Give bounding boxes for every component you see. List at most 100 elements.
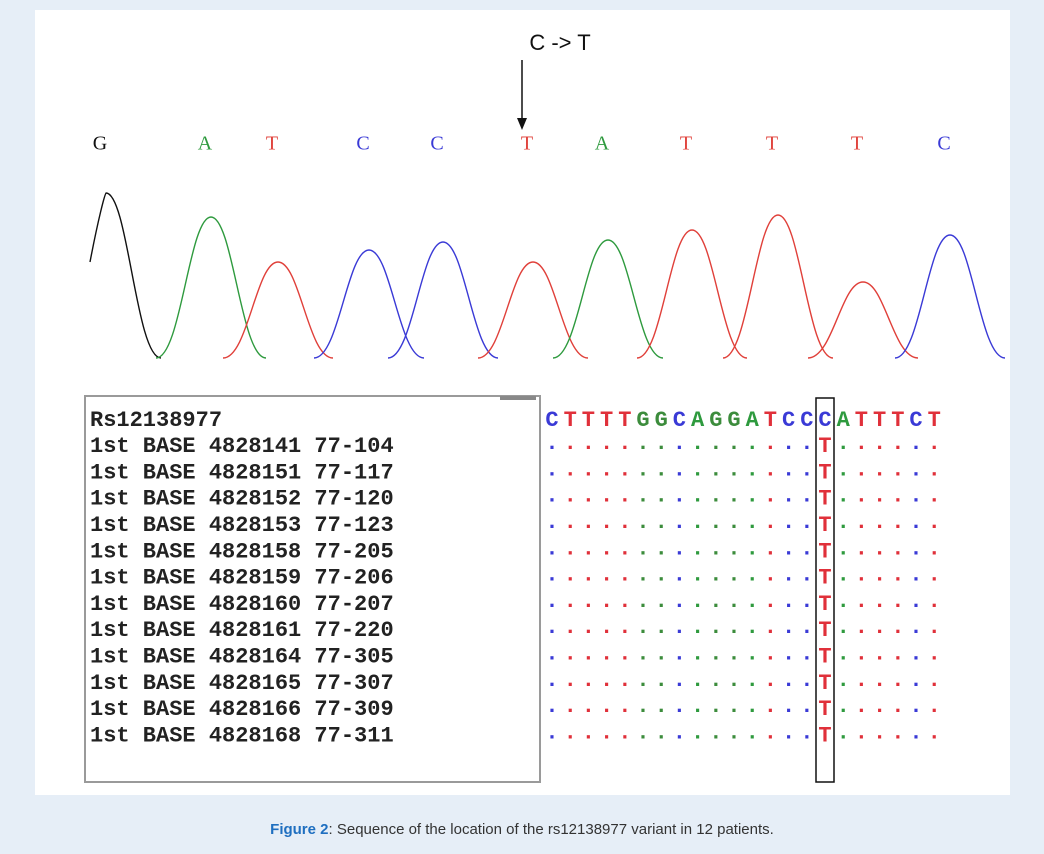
alignment-base: . xyxy=(600,694,613,719)
alignment-base: . xyxy=(855,431,868,456)
alignment-base: . xyxy=(891,694,904,719)
alignment-base: T xyxy=(818,645,831,670)
annotation: C -> T xyxy=(529,30,590,55)
alignment-base: . xyxy=(582,457,595,482)
alignment-base: . xyxy=(564,589,577,614)
alignment-base: . xyxy=(837,431,850,456)
alignment-base: . xyxy=(600,642,613,667)
alignment-base: . xyxy=(709,615,722,640)
alignment-base: . xyxy=(545,563,558,588)
alignment-base: . xyxy=(636,694,649,719)
alignment-base: . xyxy=(855,615,868,640)
base-call: G xyxy=(93,133,107,155)
alignment-base: . xyxy=(600,615,613,640)
alignment-base: . xyxy=(800,563,813,588)
alignment-base: . xyxy=(891,589,904,614)
alignment-base: . xyxy=(727,694,740,719)
row-label: 1st BASE 4828160 77-207 xyxy=(90,592,394,617)
alignment-base: . xyxy=(691,431,704,456)
alignment-base: . xyxy=(782,668,795,693)
alignment-base: T xyxy=(818,592,831,617)
alignment-base: . xyxy=(655,563,668,588)
alignment-base: . xyxy=(746,642,759,667)
alignment-base: . xyxy=(691,694,704,719)
alignment-base: . xyxy=(837,510,850,535)
alignment-base: . xyxy=(800,615,813,640)
alignment-base: . xyxy=(727,510,740,535)
row-label: 1st BASE 4828164 77-305 xyxy=(90,645,394,670)
alignment-base: . xyxy=(873,642,886,667)
alignment-base: . xyxy=(618,484,631,509)
alignment-base: . xyxy=(636,484,649,509)
alignment-base: . xyxy=(873,536,886,561)
reference-base: G xyxy=(709,408,722,433)
page: C -> T Figure 2: Sequence of the locatio… xyxy=(0,0,1044,854)
alignment-base: . xyxy=(782,694,795,719)
alignment-base: . xyxy=(837,668,850,693)
alignment-base: . xyxy=(618,536,631,561)
alignment-base: . xyxy=(618,457,631,482)
alignment-base: . xyxy=(636,431,649,456)
alignment-base: . xyxy=(636,536,649,561)
alignment-base: . xyxy=(855,642,868,667)
alignment-base: . xyxy=(636,615,649,640)
alignment-base: . xyxy=(727,457,740,482)
alignment-base: . xyxy=(564,536,577,561)
alignment-base: . xyxy=(618,642,631,667)
alignment-base: . xyxy=(909,457,922,482)
alignment-base: . xyxy=(582,694,595,719)
alignment-base: . xyxy=(564,563,577,588)
alignment-base: . xyxy=(873,431,886,456)
alignment-base: . xyxy=(709,589,722,614)
alignment-base: . xyxy=(837,589,850,614)
alignment-base: . xyxy=(655,431,668,456)
alignment-base: T xyxy=(818,434,831,459)
reference-base: A xyxy=(691,408,705,433)
alignment-base: . xyxy=(709,510,722,535)
alignment-base: . xyxy=(545,642,558,667)
alignment-base: . xyxy=(837,457,850,482)
reference-base: T xyxy=(873,408,886,433)
alignment-base: . xyxy=(782,484,795,509)
alignment-base: . xyxy=(746,457,759,482)
alignment-base: . xyxy=(709,720,722,745)
alignment-base: . xyxy=(709,457,722,482)
alignment-base: . xyxy=(873,589,886,614)
alignment-base: . xyxy=(800,668,813,693)
alignment-base: . xyxy=(582,589,595,614)
alignment-base: . xyxy=(727,615,740,640)
alignment-base: . xyxy=(636,720,649,745)
alignment-base: . xyxy=(782,615,795,640)
alignment-base: . xyxy=(909,694,922,719)
alignment-base: . xyxy=(709,484,722,509)
alignment-base: . xyxy=(673,668,686,693)
alignment-base: . xyxy=(800,720,813,745)
alignment-base: . xyxy=(800,484,813,509)
reference-base: T xyxy=(891,408,904,433)
alignment-base: . xyxy=(909,720,922,745)
caption: Figure 2: Sequence of the location of th… xyxy=(270,821,774,838)
alignment-base: T xyxy=(818,487,831,512)
alignment-base: . xyxy=(764,642,777,667)
reference-base: C xyxy=(545,408,558,433)
alignment-base: . xyxy=(709,563,722,588)
alignment-base: . xyxy=(655,457,668,482)
alignment-base: . xyxy=(891,510,904,535)
alignment-base: . xyxy=(545,510,558,535)
alignment-base: . xyxy=(600,431,613,456)
alignment-base: . xyxy=(746,615,759,640)
base-call: C xyxy=(356,133,369,155)
alignment-base: . xyxy=(691,589,704,614)
alignment-base: . xyxy=(691,457,704,482)
caption-label: Figure 2 xyxy=(270,821,328,838)
alignment-base: . xyxy=(764,457,777,482)
alignment-base: . xyxy=(600,720,613,745)
alignment-base: . xyxy=(928,694,941,719)
alignment-base: . xyxy=(800,642,813,667)
alignment-base: . xyxy=(655,536,668,561)
row-label: 1st BASE 4828165 77-307 xyxy=(90,671,394,696)
base-call: T xyxy=(680,133,692,155)
alignment-base: . xyxy=(673,720,686,745)
alignment-base: . xyxy=(764,563,777,588)
alignment-base: . xyxy=(855,694,868,719)
